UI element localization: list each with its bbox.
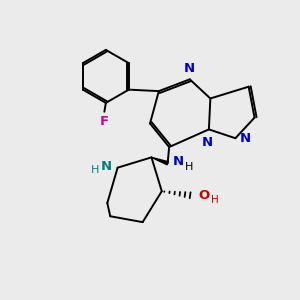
Text: N: N [101,160,112,173]
Text: H: H [211,195,219,205]
Text: F: F [100,115,109,128]
Text: N: N [184,62,195,75]
Text: N: N [173,155,184,168]
Text: H: H [91,165,99,175]
Text: N: N [240,132,251,145]
Polygon shape [152,158,168,165]
Text: O: O [198,189,209,202]
Text: H: H [185,162,194,172]
Text: N: N [202,136,213,149]
